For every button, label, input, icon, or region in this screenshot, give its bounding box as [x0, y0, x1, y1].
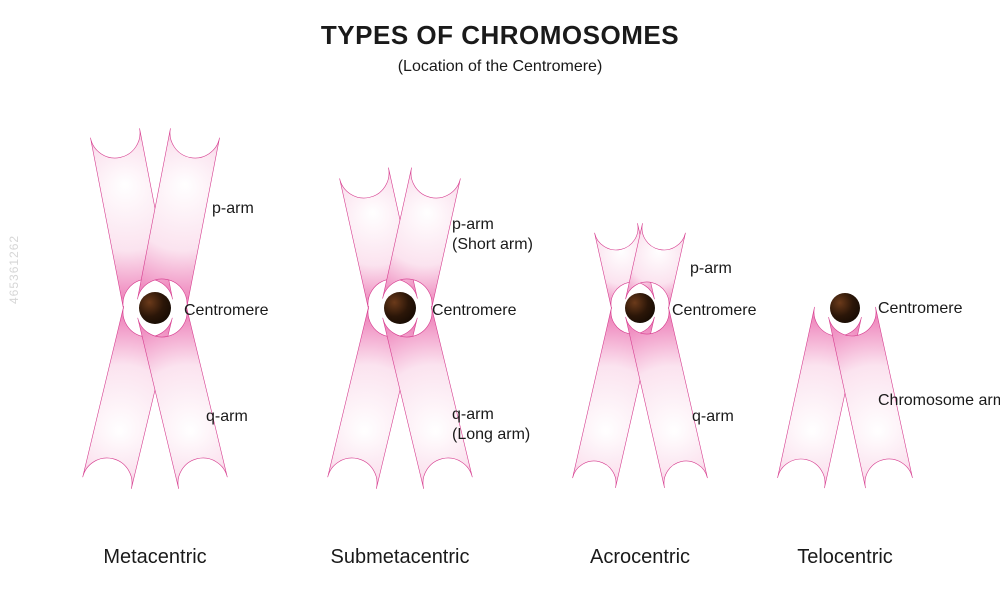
annotation-label: p-arm [690, 260, 732, 278]
chromosome-type-label: Metacentric [103, 546, 206, 569]
annotation-label: p-arm [212, 200, 254, 218]
annotation-label: Chromosome arm [878, 392, 1000, 410]
annotation-label: p-arm [452, 216, 494, 234]
annotation-label: q-arm [692, 408, 734, 426]
annotation-label: q-arm [206, 408, 248, 426]
centromere [139, 292, 171, 324]
annotation-label: Centromere [878, 300, 962, 318]
annotation-label: (Long arm) [452, 426, 530, 444]
annotation-label: q-arm [452, 406, 494, 424]
chromosome-type-label: Telocentric [797, 546, 893, 569]
centromere [625, 293, 655, 323]
chromosome-arm [626, 307, 708, 488]
centromere [830, 293, 860, 323]
page: TYPES OF CHROMOSOMES (Location of the Ce… [0, 0, 1000, 608]
annotation-label: Centromere [432, 302, 516, 320]
annotation-label: (Short arm) [452, 236, 533, 254]
chromosome-type-label: Submetacentric [331, 546, 470, 569]
chromosome-type-label: Acrocentric [590, 546, 690, 569]
annotation-label: Centromere [672, 302, 756, 320]
centromere [384, 292, 416, 324]
annotation-label: Centromere [184, 302, 268, 320]
